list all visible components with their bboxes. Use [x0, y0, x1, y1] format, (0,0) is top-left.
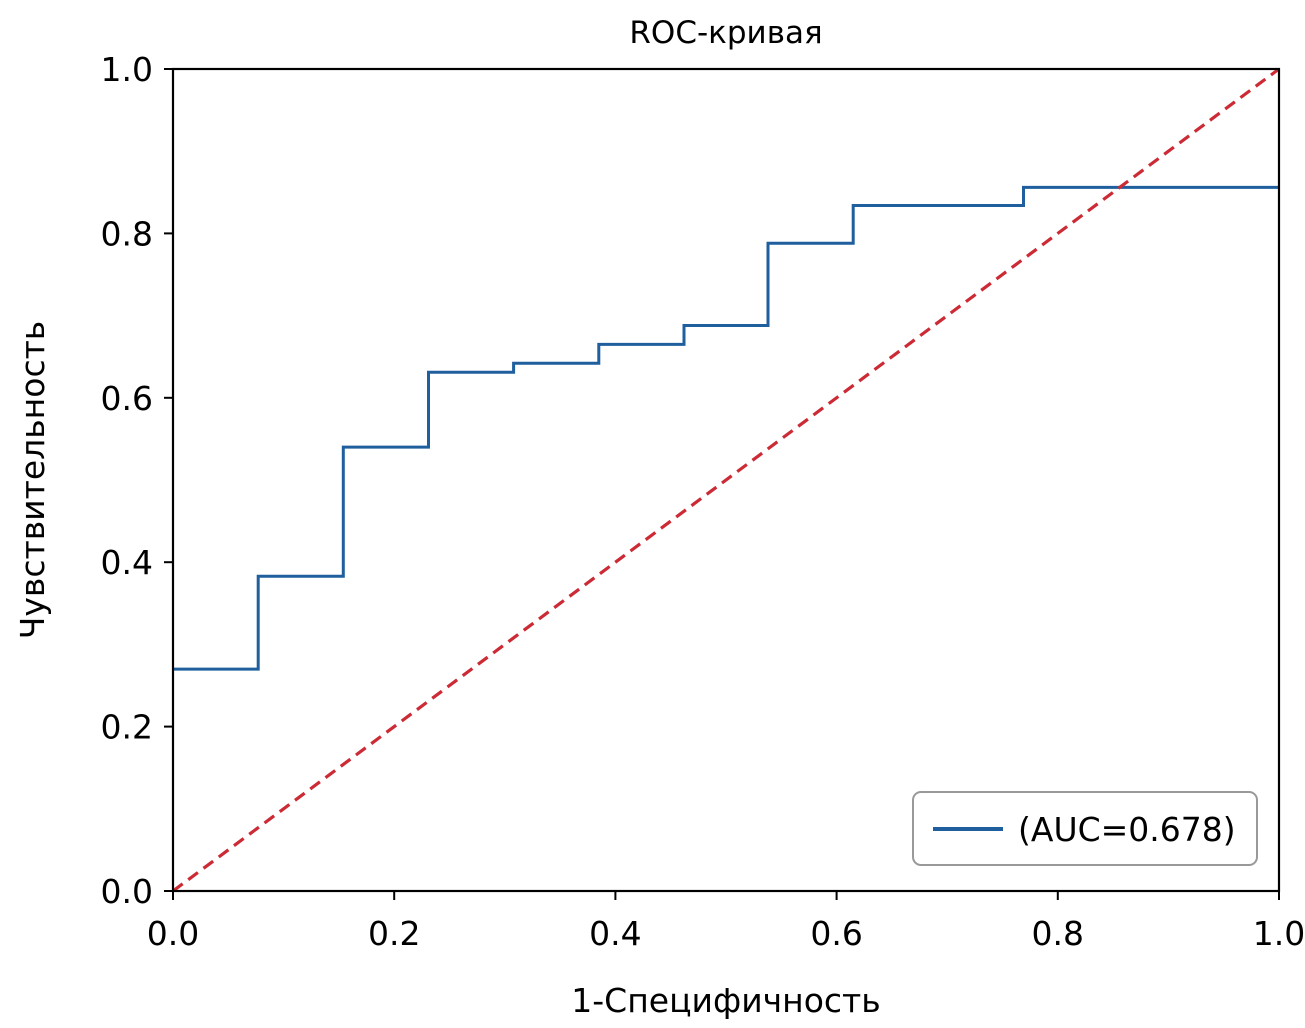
y-tick-label: 0.8: [101, 214, 153, 253]
reference-diagonal-line: [172, 67, 1280, 893]
x-tick-label: 0.0: [147, 914, 199, 953]
x-tick-label: 0.8: [1032, 914, 1084, 953]
y-tick-label: 0.2: [101, 708, 153, 747]
legend: (AUC=0.678): [912, 791, 1258, 866]
y-axis: 0.0 0.2 0.4 0.6 0.8 1.0: [101, 50, 173, 911]
x-tick-label: 0.2: [368, 914, 420, 953]
y-tick-label: 1.0: [101, 50, 153, 89]
x-tick-label: 1.0: [1253, 914, 1305, 953]
plot-frame: [171, 67, 1281, 893]
y-tick-label: 0.6: [101, 379, 153, 418]
legend-label: (AUC=0.678): [1018, 810, 1236, 849]
y-tick-label: 0.0: [101, 872, 153, 911]
plot-area: [172, 67, 1280, 893]
chart-title: ROC-кривая: [629, 15, 822, 51]
y-tick-label: 0.4: [101, 543, 153, 582]
x-tick-label: 0.6: [810, 914, 862, 953]
x-axis-label: 1-Специфичность: [571, 981, 880, 1020]
x-axis: 0.0 0.2 0.4 0.6 0.8 1.0: [147, 891, 1305, 953]
y-axis-label: Чувствительность: [13, 321, 52, 640]
legend-box: [912, 791, 1258, 866]
x-tick-label: 0.4: [589, 914, 641, 953]
roc-curve-line: [173, 185, 1279, 671]
